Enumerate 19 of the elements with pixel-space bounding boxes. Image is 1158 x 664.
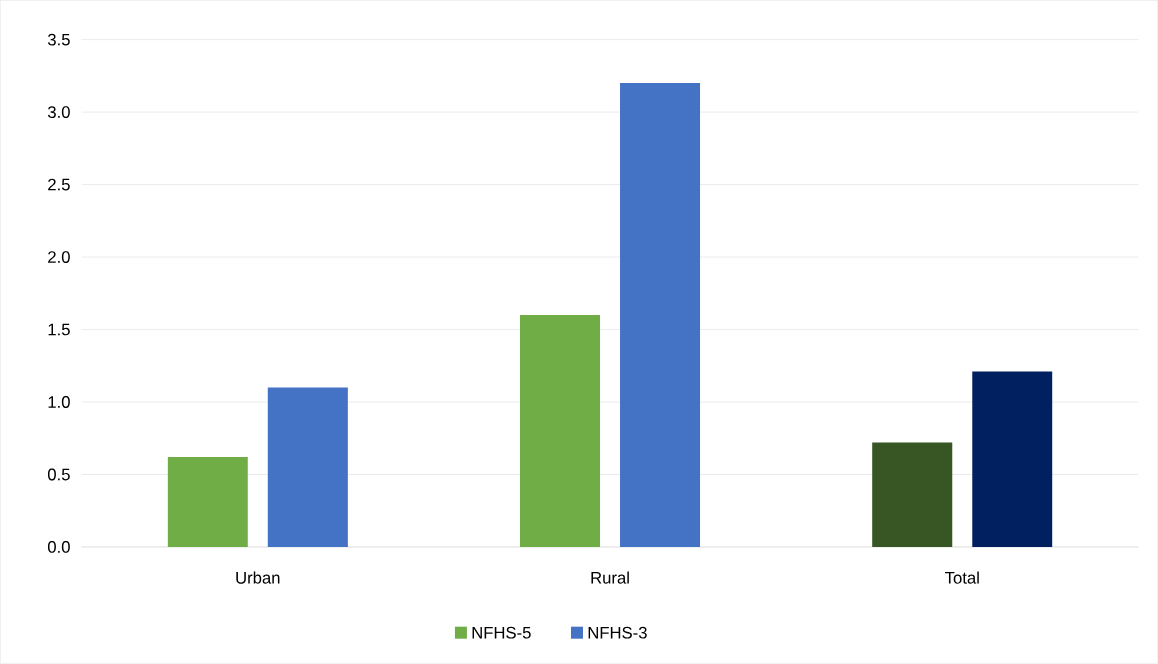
y-tick-label: 3.0 [47, 106, 70, 119]
legend-label: NFHS-5 [472, 626, 531, 639]
y-tick-label: 2.0 [48, 251, 70, 264]
x-tick-label: Rural [591, 571, 629, 584]
y-tick-label: 0.0 [47, 541, 70, 554]
y-tick-label: 2.5 [48, 178, 70, 191]
y-tick-label: 0.5 [47, 468, 70, 481]
bar [620, 83, 701, 548]
x-tick-label: Total [945, 571, 979, 584]
bar [167, 457, 248, 548]
bar [267, 387, 348, 548]
y-tick-label: 3.5 [47, 33, 70, 46]
x-tick-label: Urban [236, 571, 280, 584]
bar [872, 442, 953, 548]
bar [972, 371, 1053, 548]
y-tick-label: 1.5 [48, 323, 70, 336]
legend-label: NFHS-3 [588, 626, 647, 639]
bar [519, 315, 601, 548]
y-tick-label: 1.0 [48, 396, 70, 409]
